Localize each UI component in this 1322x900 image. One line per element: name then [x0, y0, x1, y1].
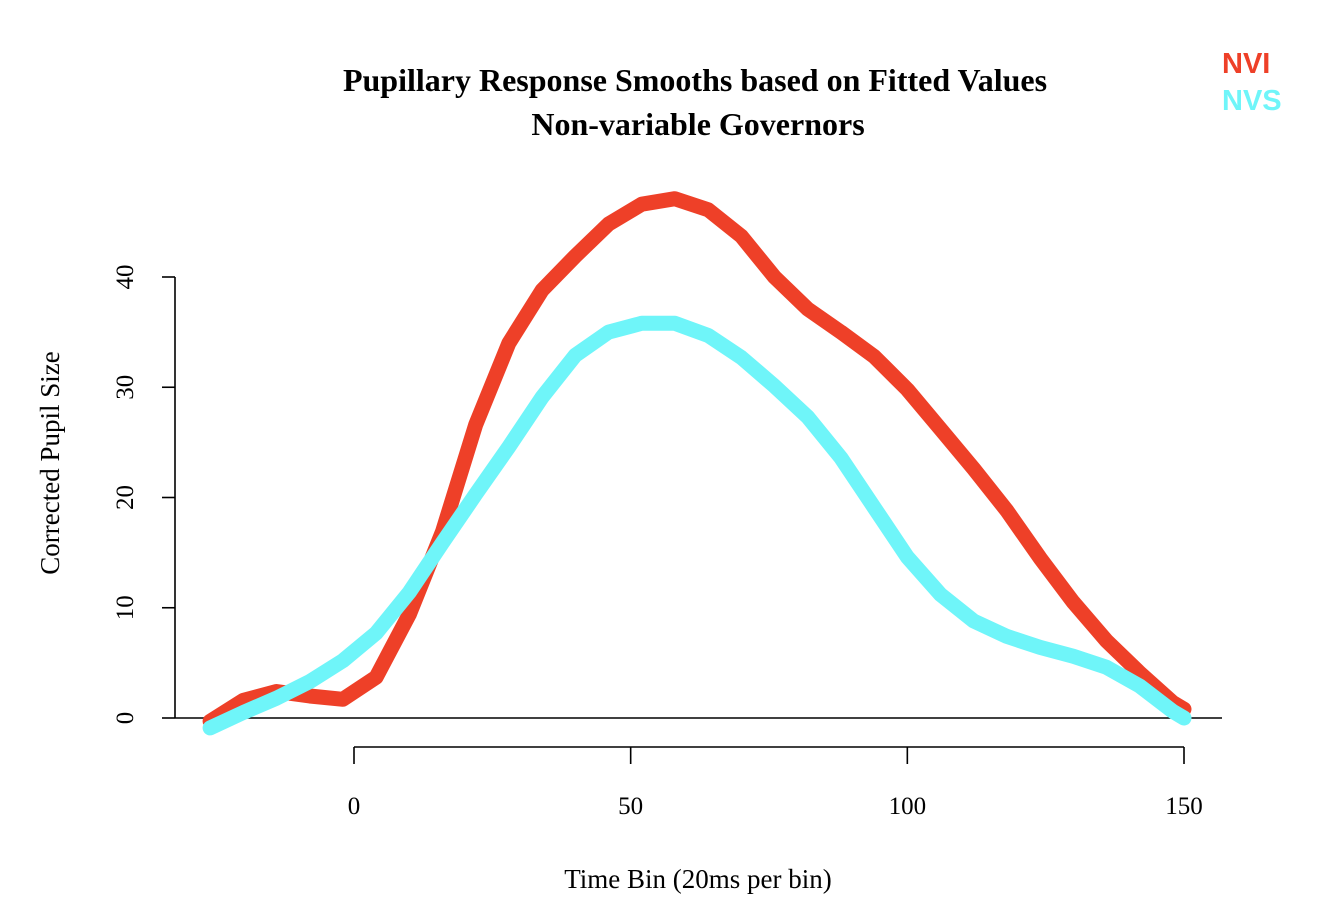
series-line-nvs	[202, 315, 1192, 736]
y-axis-label: Corrected Pupil Size	[35, 351, 65, 574]
y-tick-label: 40	[112, 265, 139, 290]
y-tick-label: 30	[112, 375, 139, 400]
y-tick-label: 10	[112, 595, 139, 620]
series-group	[202, 191, 1192, 736]
y-axis: 0 10 20 30 40	[112, 265, 176, 725]
y-tick-label: 20	[112, 485, 139, 510]
chart-subtitle: Non-variable Governors	[531, 106, 864, 142]
x-axis-label: Time Bin (20ms per bin)	[564, 864, 832, 894]
x-tick-label: 150	[1165, 793, 1203, 820]
legend: NVI NVS	[1222, 48, 1282, 117]
y-tick-label: 0	[112, 712, 139, 725]
legend-entry-nvi: NVI	[1222, 48, 1270, 80]
x-tick-label: 100	[889, 793, 927, 820]
legend-entry-nvs: NVS	[1222, 85, 1282, 117]
x-tick-label: 50	[618, 793, 643, 820]
x-tick-label: 0	[348, 793, 361, 820]
x-axis: 0 50 100 150	[348, 746, 1203, 820]
series-line-nvi	[202, 191, 1192, 729]
chart-title: Pupillary Response Smooths based on Fitt…	[343, 62, 1047, 98]
